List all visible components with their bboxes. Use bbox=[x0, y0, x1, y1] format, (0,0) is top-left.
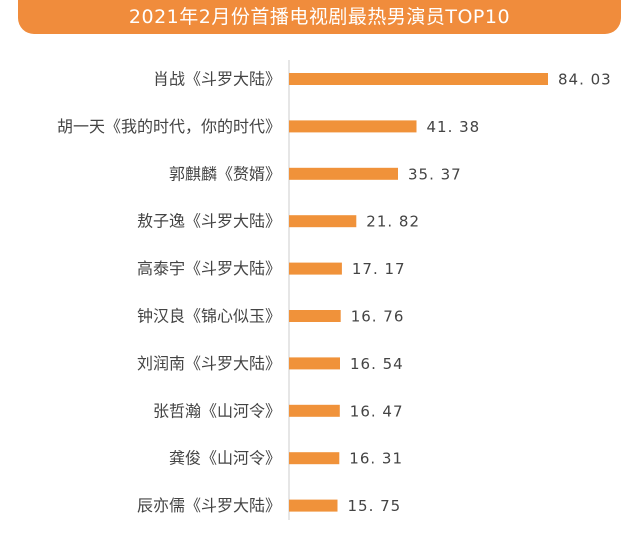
bar-2 bbox=[289, 120, 417, 133]
bar-4 bbox=[289, 215, 357, 228]
value-label-7: 16. 54 bbox=[350, 355, 404, 373]
category-label-3: 郭麒麟《赘婿》 bbox=[169, 164, 281, 183]
bar-8 bbox=[289, 404, 340, 417]
value-label-4: 21. 82 bbox=[366, 213, 420, 231]
category-label-1: 肖战《斗罗大陆》 bbox=[153, 70, 281, 89]
value-label-3: 35. 37 bbox=[408, 165, 462, 183]
bar-10 bbox=[289, 499, 338, 512]
bars-group bbox=[289, 73, 548, 512]
chart-title: 2021年2月份首播电视剧最热男演员TOP10 bbox=[18, 0, 621, 34]
value-labels-group: 84. 03 41. 38 35. 37 21. 82 17. 17 16. 76 16. … bbox=[348, 71, 612, 516]
value-label-1: 84. 03 bbox=[558, 71, 612, 89]
bar-9 bbox=[289, 452, 340, 465]
bar-3 bbox=[289, 167, 398, 180]
value-label-10: 15. 75 bbox=[348, 497, 402, 515]
category-label-8: 张哲瀚《山河令》 bbox=[153, 401, 281, 420]
category-label-6: 钟汉良《锦心似玉》 bbox=[137, 307, 281, 326]
value-label-2: 41. 38 bbox=[427, 118, 481, 136]
bar-1 bbox=[289, 73, 548, 85]
bar-7 bbox=[289, 357, 340, 370]
category-label-10: 辰亦儒《斗罗大陆》 bbox=[137, 496, 281, 515]
category-label-4: 敖子逸《斗罗大陆》 bbox=[137, 212, 281, 231]
category-label-7: 刘润南《斗罗大陆》 bbox=[137, 354, 281, 373]
category-labels-group: 肖战《斗罗大陆》胡一天《我的时代，你的时代》郭麒麟《赘婿》敖子逸《斗罗大陆》高泰… bbox=[57, 70, 281, 516]
value-label-5: 17. 17 bbox=[352, 260, 406, 278]
category-label-9: 龚俊《山河令》 bbox=[169, 449, 281, 468]
bar-6 bbox=[289, 310, 341, 322]
value-label-8: 16. 47 bbox=[350, 402, 404, 420]
category-label-5: 高泰宇《斗罗大陆》 bbox=[137, 259, 281, 278]
bar-5 bbox=[289, 262, 342, 275]
value-label-6: 16. 76 bbox=[351, 308, 405, 326]
category-label-2: 胡一天《我的时代，你的时代》 bbox=[57, 117, 281, 136]
value-label-9: 16. 31 bbox=[349, 450, 403, 468]
